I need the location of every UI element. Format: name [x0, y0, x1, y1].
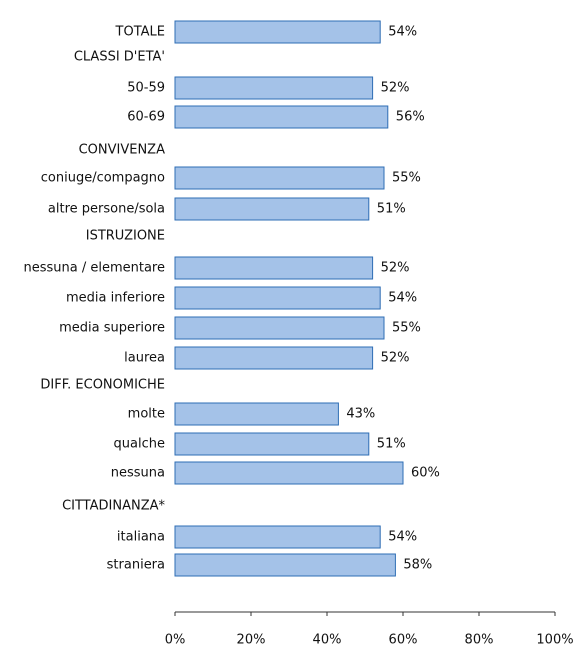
value-label: 54%	[388, 25, 417, 40]
bar	[174, 166, 385, 190]
category-label: straniera	[107, 558, 165, 573]
bar	[174, 197, 370, 221]
value-label: 52%	[381, 81, 410, 96]
bar	[174, 461, 404, 485]
group-header: ISTRUZIONE	[86, 229, 165, 244]
x-tick-label: 60%	[389, 633, 418, 648]
x-tick-label: 80%	[465, 633, 494, 648]
value-label: 55%	[392, 171, 421, 186]
value-label: 52%	[381, 351, 410, 366]
category-label: molte	[128, 407, 165, 422]
bar	[174, 286, 381, 310]
value-label: 43%	[346, 407, 375, 422]
bar	[174, 76, 374, 100]
x-tick-label: 20%	[237, 633, 266, 648]
x-tick-label: 100%	[536, 633, 573, 648]
group-header: CITTADINANZA*	[62, 499, 165, 514]
category-label: TOTALE	[115, 25, 165, 40]
value-label: 52%	[381, 261, 410, 276]
bar	[174, 20, 381, 44]
bar	[174, 256, 374, 280]
group-header: CLASSI D'ETA'	[74, 50, 165, 65]
value-label: 56%	[396, 110, 425, 125]
category-label: media inferiore	[66, 291, 165, 306]
bar	[174, 346, 374, 370]
bar	[174, 402, 339, 426]
x-tick-label: 0%	[165, 633, 186, 648]
value-label: 54%	[388, 291, 417, 306]
category-label: coniuge/compagno	[41, 171, 165, 186]
x-tick-label: 40%	[313, 633, 342, 648]
value-label: 60%	[411, 466, 440, 481]
category-label: nessuna	[111, 466, 165, 481]
category-label: laurea	[124, 351, 165, 366]
group-header: DIFF. ECONOMICHE	[40, 378, 165, 393]
bar	[174, 553, 396, 577]
bar	[174, 432, 370, 456]
category-label: altre persone/sola	[48, 202, 165, 217]
bar	[174, 525, 381, 549]
category-label: italiana	[117, 530, 165, 545]
category-label: media superiore	[59, 321, 165, 336]
value-label: 51%	[377, 202, 406, 217]
category-label: 50-59	[127, 81, 165, 96]
value-label: 55%	[392, 321, 421, 336]
value-label: 58%	[403, 558, 432, 573]
category-label: 60-69	[127, 110, 165, 125]
value-label: 51%	[377, 437, 406, 452]
bar	[174, 105, 389, 129]
bar	[174, 316, 385, 340]
group-header: CONVIVENZA	[79, 143, 165, 158]
category-label: qualche	[114, 437, 165, 452]
value-label: 54%	[388, 530, 417, 545]
category-label: nessuna / elementare	[23, 261, 165, 276]
